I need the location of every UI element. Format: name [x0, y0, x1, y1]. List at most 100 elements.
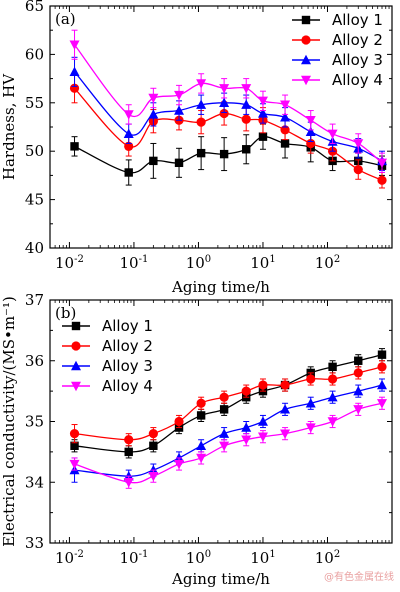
data-point	[241, 435, 252, 445]
x-tick-label: 102	[315, 254, 340, 272]
x-axis-label: Aging time/h	[171, 570, 270, 587]
x-tick-label: 10-1	[120, 549, 149, 567]
y-tick-label: 45	[25, 191, 44, 209]
legend-label: Alloy 3	[102, 357, 153, 375]
data-point	[280, 429, 291, 439]
data-point	[327, 392, 338, 402]
data-point	[123, 128, 134, 138]
x-tick-label: 100	[186, 254, 211, 272]
y-axis-label: Hardness, HV	[0, 73, 18, 180]
data-point	[69, 459, 80, 470]
legend: Alloy 1 Alloy 2 Alloy 3 Alloy 4	[62, 317, 153, 395]
data-point	[241, 422, 252, 432]
data-point	[280, 404, 291, 414]
legend-label: Alloy 2	[332, 31, 383, 49]
y-tick-label: 60	[25, 45, 44, 63]
data-point	[69, 66, 80, 77]
y-tick-label: 65	[25, 0, 44, 15]
legend-label: Alloy 3	[332, 51, 383, 69]
data-point	[196, 117, 206, 127]
y-tick-label: 35	[25, 413, 44, 431]
legend-label: Alloy 4	[332, 71, 383, 89]
series-line	[74, 87, 383, 181]
legend-marker	[71, 321, 81, 331]
panel-b: 33 34 35 36 37 10-2 10-1 100 101 102 Aging time/h E…	[0, 291, 393, 588]
data-point	[353, 368, 363, 378]
data-point	[280, 125, 290, 135]
data-point	[258, 132, 268, 141]
data-point	[257, 416, 268, 426]
data-point	[148, 109, 159, 119]
legend-marker	[71, 360, 81, 371]
data-point	[174, 105, 185, 115]
data-point	[124, 447, 133, 457]
data-point	[123, 110, 134, 120]
data-point	[148, 429, 158, 439]
x-tick-label: 100	[186, 549, 211, 567]
data-point	[257, 96, 268, 107]
data-point	[196, 99, 207, 109]
data-point	[174, 416, 184, 427]
data-point	[124, 435, 134, 445]
y-tick-label: 36	[25, 352, 44, 370]
legend-marker	[71, 381, 81, 392]
data-point	[353, 385, 364, 396]
panel-label: (a)	[55, 10, 76, 28]
data-point	[219, 441, 230, 451]
data-point	[306, 374, 316, 384]
data-point	[377, 362, 387, 372]
data-point	[258, 380, 268, 390]
data-point	[305, 398, 316, 408]
panel-label: (b)	[55, 304, 76, 322]
data-point	[70, 142, 79, 151]
series-alloy-2	[69, 73, 387, 189]
x-tick-label: 102	[315, 549, 340, 567]
data-point	[174, 459, 185, 470]
data-point	[327, 374, 338, 384]
data-point	[377, 158, 388, 169]
data-point	[280, 380, 290, 390]
data-point	[148, 464, 159, 475]
x-tick-label: 10-2	[55, 254, 84, 272]
data-point	[257, 108, 268, 118]
panel-a: 40 45 50 55 60 65 10-2 10-1 100 101 102 Aging time/…	[0, 0, 393, 296]
data-point	[305, 116, 316, 126]
data-point	[377, 350, 387, 359]
data-point	[69, 40, 80, 50]
data-point	[148, 471, 159, 482]
x-tick-label: 10-1	[120, 254, 149, 272]
data-point	[196, 411, 206, 420]
data-point	[353, 405, 364, 415]
legend-label: Alloy 2	[102, 337, 153, 355]
series-alloy-2	[69, 360, 387, 447]
y-axis-label: Electrical conductivity/(MS•m⁻¹)	[0, 296, 18, 547]
legend-marker	[301, 35, 311, 45]
x-tick-label: 10-2	[55, 549, 84, 567]
legend-label: Alloy 1	[102, 317, 153, 335]
y-tick-label: 50	[25, 142, 44, 160]
data-point	[305, 423, 316, 433]
data-point	[149, 156, 158, 166]
data-point	[377, 399, 388, 409]
data-point	[70, 441, 79, 450]
data-point	[280, 139, 290, 148]
y-tick-label: 40	[25, 239, 44, 257]
data-point	[327, 129, 338, 139]
data-point	[219, 84, 230, 94]
data-point	[354, 356, 363, 365]
data-point	[219, 392, 229, 402]
data-point	[174, 158, 184, 168]
y-tick-label: 55	[25, 94, 44, 112]
legend-marker	[301, 54, 311, 65]
data-point	[219, 108, 229, 119]
y-tick-label: 33	[25, 534, 44, 552]
data-point	[280, 100, 291, 110]
data-point	[174, 90, 185, 101]
data-point	[219, 428, 230, 438]
watermark: @有色金属在线	[324, 572, 394, 583]
data-point	[219, 405, 229, 414]
data-point	[69, 429, 80, 439]
data-point	[353, 139, 364, 149]
